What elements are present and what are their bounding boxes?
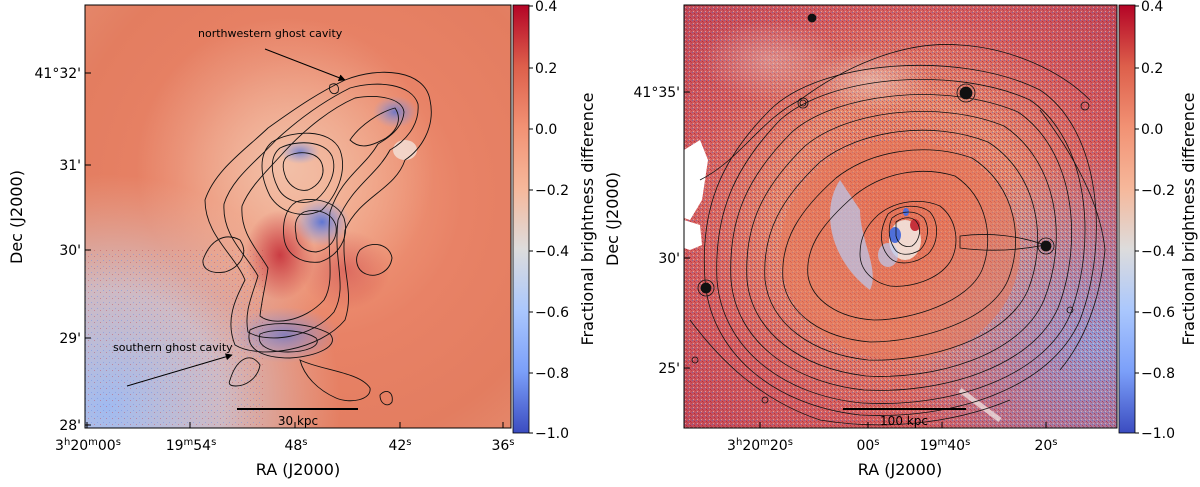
right-xtick-4: 20s bbox=[1034, 437, 1057, 454]
left-cb-tick-2: 0.2 bbox=[535, 61, 557, 77]
left-panel: northwestern ghost cavity southern ghost… bbox=[7, 0, 597, 479]
left-xtick-2: 19m54s bbox=[166, 437, 217, 454]
left-xtick-5: 36s bbox=[491, 437, 514, 454]
right-tick-marks bbox=[684, 91, 1047, 428]
right-scalebar-label: 100 kpc bbox=[880, 414, 928, 428]
right-cb-tick-1: 0.4 bbox=[1141, 0, 1163, 15]
left-xtick-4: 42s bbox=[388, 437, 411, 454]
right-xtick-3: 19m40s bbox=[920, 437, 971, 454]
right-contours bbox=[689, 13, 1106, 426]
right-heatmap-image bbox=[684, 5, 1117, 428]
right-colorbar-label: Fractional brightness difference bbox=[1179, 92, 1198, 345]
left-tick-marks bbox=[85, 72, 504, 428]
left-cb-tick-3: 0.0 bbox=[535, 122, 557, 138]
left-ylabel: Dec (J2000) bbox=[7, 170, 26, 264]
left-xtick-1: 3h20m00s bbox=[55, 437, 121, 454]
right-panel: 100 kpc 3h20m20s 00s 19m40s 20s 41°35' 3… bbox=[603, 0, 1198, 479]
left-xlabel: RA (J2000) bbox=[256, 460, 340, 479]
right-ytick-2: 30' bbox=[658, 251, 680, 267]
right-colorbar-tick-labels: 0.4 0.2 0.0 −0.2 −0.4 −0.6 −0.8 −1.0 bbox=[1141, 0, 1175, 442]
left-contours bbox=[202, 71, 432, 406]
left-cb-tick-6: −0.6 bbox=[535, 305, 569, 321]
right-cb-tick-8: −1.0 bbox=[1141, 426, 1175, 442]
right-ytick-1: 41°35' bbox=[634, 85, 680, 101]
right-cb-tick-5: −0.4 bbox=[1141, 244, 1175, 260]
right-colorbar bbox=[1118, 4, 1136, 434]
left-ytick-5: 28' bbox=[59, 418, 81, 434]
right-cb-tick-2: 0.2 bbox=[1141, 61, 1163, 77]
right-cb-tick-7: −0.8 bbox=[1141, 366, 1175, 382]
left-ytick-3: 30' bbox=[59, 243, 81, 259]
right-ytick-3: 25' bbox=[658, 361, 680, 377]
left-scalebar-label: 30 kpc bbox=[278, 414, 318, 428]
left-colorbar-label: Fractional brightness difference bbox=[578, 92, 597, 345]
right-xtick-1: 3h20m20s bbox=[727, 437, 793, 454]
right-cb-tick-3: 0.0 bbox=[1141, 122, 1163, 138]
right-colorbar-ticks bbox=[1135, 5, 1139, 434]
left-cb-tick-5: −0.4 bbox=[535, 244, 569, 260]
right-xtick-2: 00s bbox=[856, 437, 879, 454]
left-xtick-3: 48s bbox=[284, 437, 307, 454]
right-xlabel: RA (J2000) bbox=[858, 460, 942, 479]
right-ylabel: Dec (J2000) bbox=[603, 172, 622, 266]
left-cb-tick-4: −0.2 bbox=[535, 183, 569, 199]
northwestern-ghost-cavity-label: northwestern ghost cavity bbox=[198, 27, 343, 40]
right-cb-tick-4: −0.2 bbox=[1141, 183, 1175, 199]
left-cb-tick-1: 0.4 bbox=[535, 0, 557, 15]
southern-ghost-cavity-label: southern ghost cavity bbox=[113, 341, 233, 354]
southern-cavity-arrow bbox=[126, 353, 233, 387]
left-ytick-2: 31' bbox=[59, 158, 81, 174]
left-colorbar-tick-labels: 0.4 0.2 0.0 −0.2 −0.4 −0.6 −0.8 −1.0 bbox=[535, 0, 569, 442]
left-colorbar bbox=[512, 4, 530, 434]
left-axes-frame bbox=[84, 4, 512, 429]
left-cb-tick-8: −1.0 bbox=[535, 426, 569, 442]
northwestern-cavity-arrow bbox=[264, 48, 346, 81]
right-cb-tick-6: −0.6 bbox=[1141, 305, 1175, 321]
left-ytick-4: 29' bbox=[59, 331, 81, 347]
left-cb-tick-7: −0.8 bbox=[535, 366, 569, 382]
right-axes-frame bbox=[683, 4, 1118, 429]
left-colorbar-ticks bbox=[529, 5, 533, 434]
left-ytick-1: 41°32' bbox=[35, 66, 81, 82]
